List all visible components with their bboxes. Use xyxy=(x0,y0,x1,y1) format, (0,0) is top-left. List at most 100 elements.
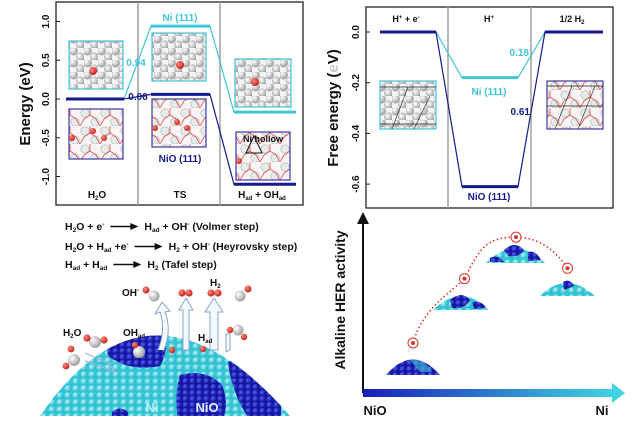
oh-release-arrow xyxy=(153,301,171,351)
oh-ad-label: OHad xyxy=(123,328,145,340)
equation-text: - xyxy=(208,241,210,248)
barrier-label-nio: 0.06 xyxy=(128,92,148,103)
oh-minus-label: OH- xyxy=(122,288,139,299)
h2-release-arrow xyxy=(178,297,194,351)
equation-text: ad xyxy=(104,247,112,254)
ni-h2o-structure xyxy=(68,40,124,90)
ni-label: Ni xyxy=(146,400,159,415)
y-axis-label: Free energy (eV) xyxy=(325,49,342,167)
equation-text: - xyxy=(126,241,128,248)
plot-frame xyxy=(55,1,304,206)
equation-text: - xyxy=(187,221,189,228)
adsorbed-h-atom xyxy=(199,345,207,353)
data-point xyxy=(459,273,470,285)
x-axis-arrowhead xyxy=(612,383,625,403)
series-label-nio: NiO (111) xyxy=(468,192,511,203)
water-molecule xyxy=(234,285,252,302)
y-tick-label: 0.0 xyxy=(41,92,52,106)
y-tick-label: -0.2 xyxy=(351,74,362,92)
equation-text: O + H xyxy=(76,241,104,253)
reaction-equations: H2O + e- Had + OH- (Volmer step)H2O + Had… xyxy=(65,221,297,272)
adsorption-arrow xyxy=(84,352,117,374)
water-molecule xyxy=(62,345,80,370)
y-tick-label: 0.0 xyxy=(351,25,362,39)
water-arrow xyxy=(225,333,231,353)
h2-label: H2 xyxy=(210,278,221,290)
trend-curve xyxy=(412,236,569,344)
h-ad-label: Had xyxy=(198,333,213,345)
barrier-label-nio: 0.61 xyxy=(511,107,531,118)
water-molecule xyxy=(83,334,108,348)
equation-text: 2 xyxy=(73,227,77,234)
reaction-arrowhead xyxy=(133,261,142,268)
series-label-nio: NiO (111) xyxy=(159,154,202,165)
activity-trend-chart: Alkaline HER activity NiO Ni xyxy=(332,212,625,418)
h2-molecule xyxy=(178,289,193,297)
x-axis-left-label: NiO xyxy=(363,403,386,418)
reaction-arrowhead xyxy=(130,223,139,230)
oh-ad-molecule xyxy=(131,341,145,358)
mixed-particle xyxy=(433,295,488,310)
equation-text: + OH xyxy=(180,241,208,253)
ni-rich-particle xyxy=(540,280,595,296)
data-point xyxy=(407,337,419,349)
nio-ts-structure xyxy=(151,98,207,148)
y-tick-label: 1.0 xyxy=(41,14,52,28)
x-category-h-plus-e: H+ + e- xyxy=(392,14,419,24)
equation-text: ad xyxy=(152,227,160,234)
x-axis-right-label: Ni xyxy=(596,403,609,418)
equation-text: - xyxy=(102,221,104,228)
equation-row: H2O + Had +e- H2 + OH- (Heyrovsky step) xyxy=(65,241,297,254)
equation-text: ad xyxy=(100,265,108,272)
data-point xyxy=(562,262,573,274)
equation-text: (Heyrovsky step) xyxy=(210,241,298,253)
x-category-ts: TS xyxy=(174,190,187,201)
data-point-dot xyxy=(411,341,415,345)
x-axis-gradient-arrow xyxy=(363,389,615,397)
y-tick-label: 0.5 xyxy=(41,53,52,67)
y-axis-arrowhead xyxy=(357,212,369,224)
series-line-ni xyxy=(380,31,603,79)
nio-label: NiO xyxy=(195,400,218,415)
series-label-ni: Ni (111) xyxy=(471,87,506,98)
equation-text: 2 xyxy=(73,247,77,254)
x-category-h-plus: H+ xyxy=(484,14,495,24)
equation-text: + OH xyxy=(160,221,188,233)
ni-had-ohad-structure xyxy=(234,58,292,108)
y-tick-label: -0.6 xyxy=(351,175,362,193)
equation-text: 2 xyxy=(176,247,180,254)
equation-text: H xyxy=(169,241,177,253)
series-label-ni: Ni (111) xyxy=(162,13,197,24)
y-tick-label: -0.4 xyxy=(351,124,362,142)
equation-text: O + e xyxy=(76,221,102,233)
equation-text: (Tafel step) xyxy=(159,259,217,271)
plot-frame xyxy=(365,6,614,209)
equation-row: Had + Had H2 (Tafel step) xyxy=(65,259,217,272)
ni-surface-structure xyxy=(379,80,437,130)
nio-surface-structure xyxy=(546,80,604,130)
equation-rhs: Had + OH- (Volmer step) xyxy=(144,221,258,234)
y-axis-label: Alkaline HER activity xyxy=(332,230,348,369)
water-molecule xyxy=(226,324,248,341)
h2-release-arrow xyxy=(204,297,224,351)
x-category-h2o: H2O xyxy=(88,190,107,202)
nio-rich-particle xyxy=(386,359,440,375)
optimal-particle xyxy=(486,245,545,263)
data-point-dot xyxy=(565,266,570,271)
x-category-had-ohad: Had + OHad xyxy=(238,190,286,202)
adsorbed-h-atom xyxy=(168,346,176,354)
hollow-site-triangle xyxy=(245,134,263,154)
equation-text: 2 xyxy=(155,265,159,272)
equation-text: H xyxy=(144,221,152,233)
equation-lhs: Had + Had xyxy=(65,259,107,272)
equation-lhs: H2O + e- xyxy=(65,221,104,234)
x-category-half-h2: 1/2 H2 xyxy=(560,14,586,26)
h2o-label: H2O xyxy=(63,328,82,340)
equation-text: (Volmer step) xyxy=(189,221,258,233)
barrier-label-ni: 0.94 xyxy=(126,58,146,69)
equation-rhs: H2 + OH- (Heyrovsky step) xyxy=(169,241,298,254)
equation-row: H2O + e- Had + OH- (Volmer step) xyxy=(65,221,259,234)
nio-cluster xyxy=(176,373,226,416)
barrier-label-ni: 0.18 xyxy=(510,48,530,59)
